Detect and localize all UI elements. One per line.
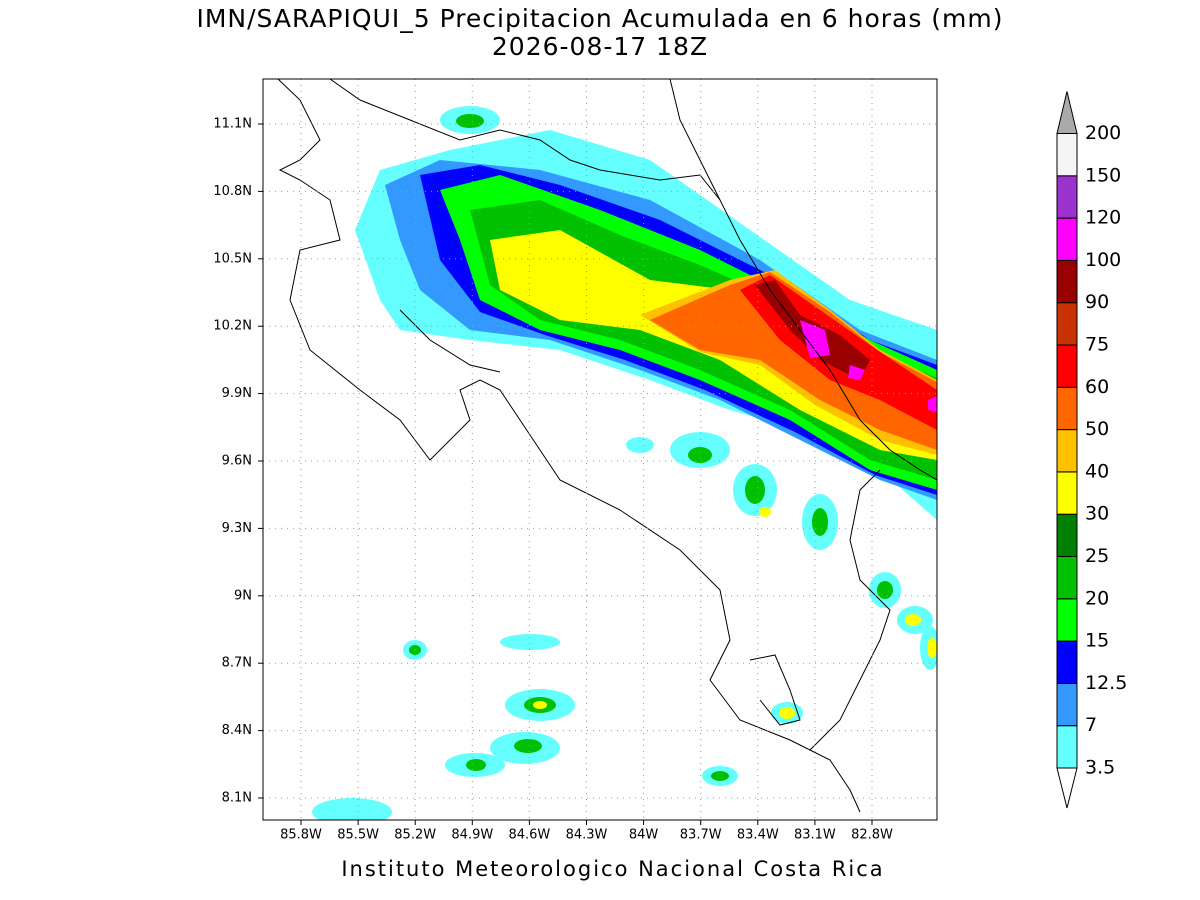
colorbar-label: 200 [1085, 122, 1121, 144]
colorbar-box [1056, 725, 1078, 769]
footer: Instituto Meteorologico Nacional Costa R… [341, 857, 884, 881]
colorbar-box [1056, 386, 1078, 431]
lon-label: 85.2W [394, 828, 436, 843]
colorbar-box [1056, 133, 1078, 177]
precip-field [277, 79, 937, 820]
colorbar-label: 20 [1085, 587, 1109, 609]
lat-label: 8.7N [222, 656, 252, 671]
lat-label: 9.6N [222, 454, 252, 469]
colorbar-label: 150 [1085, 164, 1121, 186]
colorbar-label: 120 [1085, 207, 1121, 229]
colorbar-box [1056, 640, 1078, 684]
colorbar-label: 7 [1085, 714, 1097, 736]
colorbar-box [1056, 302, 1078, 346]
colorbar-label: 40 [1085, 460, 1109, 482]
subtitle: 2026-08-17 18Z [492, 32, 708, 61]
colorbar-label: 3.5 [1085, 757, 1115, 779]
lat-label: 11.1N [213, 117, 252, 132]
colorbar-label: 25 [1085, 545, 1109, 567]
colorbar-label: 90 [1085, 291, 1109, 313]
colorbar-box [1056, 598, 1078, 642]
colorbar-box [1056, 344, 1078, 388]
lon-label: 85.8W [280, 828, 322, 843]
lat-label: 10.8N [213, 184, 252, 199]
lat-label: 9.3N [222, 521, 252, 536]
lon-label: 83.4W [737, 828, 779, 843]
colorbar-box [1056, 259, 1078, 304]
colorbar-label: 15 [1085, 630, 1109, 652]
lon-label: 84.9W [451, 828, 493, 843]
lon-label: 84.3W [566, 828, 608, 843]
colorbar-box [1056, 513, 1078, 558]
colorbar-box [1056, 682, 1078, 727]
colorbar-label: 100 [1085, 249, 1121, 271]
lon-label: 83.7W [680, 828, 722, 843]
lat-label: 8.4N [222, 723, 252, 738]
colorbar-label: 50 [1085, 418, 1109, 440]
lat-label: 10.5N [213, 251, 252, 266]
map-frame [262, 78, 938, 821]
colorbar-label: 30 [1085, 503, 1109, 525]
colorbar-label: 12.5 [1085, 672, 1127, 694]
lon-label: 84.6W [508, 828, 550, 843]
colorbar-over [1056, 91, 1078, 134]
lon-label: 82.8W [851, 828, 893, 843]
lat-label: 9.9N [222, 386, 252, 401]
lat-label: 8.1N [222, 791, 252, 806]
colorbar-box [1056, 175, 1078, 219]
colorbar-label: 60 [1085, 376, 1109, 398]
lat-label: 10.2N [213, 319, 252, 334]
colorbar-box [1056, 217, 1078, 261]
title: IMN/SARAPIQUI_5 Precipitacion Acumulada … [196, 4, 1003, 33]
lon-label: 84W [629, 828, 659, 843]
lat-label: 9N [234, 588, 252, 603]
lon-label: 85.5W [337, 828, 379, 843]
colorbar-box [1056, 429, 1078, 473]
colorbar-under [1056, 767, 1078, 809]
colorbar-label: 75 [1085, 334, 1109, 356]
colorbar-box [1056, 471, 1078, 515]
lon-label: 83.1W [794, 828, 836, 843]
colorbar-box [1056, 556, 1078, 600]
